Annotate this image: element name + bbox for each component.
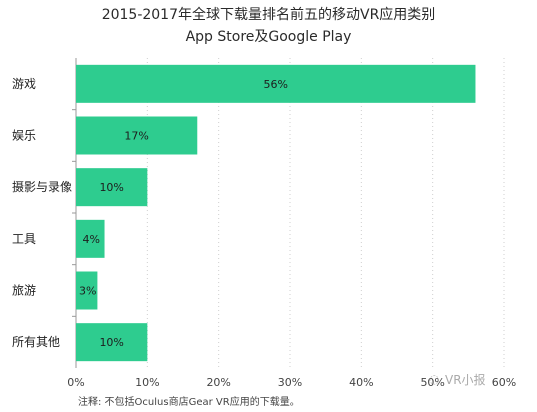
- category-label: 工具: [12, 232, 36, 246]
- data-label: 56%: [264, 78, 288, 91]
- bar: [76, 168, 148, 207]
- category-label: 游戏: [12, 77, 36, 91]
- data-label: 10%: [99, 181, 123, 194]
- data-label: 3%: [79, 285, 96, 298]
- chart-title: 2015-2017年全球下载量排名前五的移动VR应用类别: [101, 7, 436, 23]
- data-label: 17%: [124, 130, 148, 143]
- category-label: 所有其他: [12, 335, 60, 349]
- footnote: 注释: 不包括Oculus商店Gear VR应用的下载量。: [78, 395, 300, 408]
- data-label: 4%: [83, 233, 100, 246]
- watermark: VR小报: [445, 373, 486, 387]
- bar: [76, 219, 105, 258]
- data-label: 10%: [99, 336, 123, 349]
- bar: [76, 323, 148, 362]
- bar: [76, 116, 198, 155]
- bar: [76, 271, 98, 310]
- x-tick-label: 40%: [349, 376, 373, 389]
- category-label: 摄影与录像: [12, 179, 72, 194]
- wechat-icon: ◌: [429, 372, 440, 386]
- chart-subtitle: App Store及Google Play: [185, 29, 352, 45]
- x-tick-label: 10%: [135, 376, 159, 389]
- x-tick-label: 20%: [206, 376, 230, 389]
- category-label: 旅游: [12, 284, 36, 298]
- category-label: 娱乐: [12, 129, 36, 143]
- x-tick-label: 60%: [492, 376, 516, 389]
- bar: [76, 64, 476, 103]
- x-tick-label: 0%: [67, 376, 84, 389]
- x-tick-label: 30%: [278, 376, 302, 389]
- x-tick-label: 50%: [420, 376, 444, 389]
